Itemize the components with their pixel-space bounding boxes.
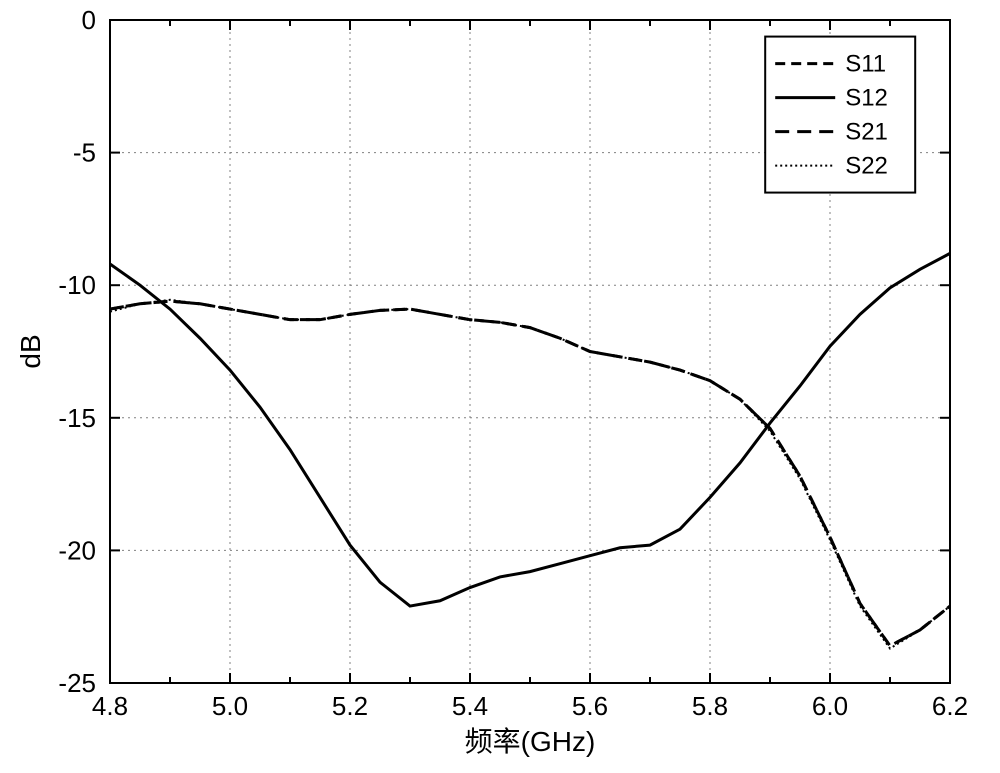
legend-box (765, 37, 915, 193)
x-axis-label: 频率(GHz) (465, 726, 596, 757)
xtick-label: 5.4 (452, 691, 488, 721)
legend-label: S22 (845, 153, 888, 180)
xtick-label: 6.0 (812, 691, 848, 721)
xtick-label: 6.2 (932, 691, 968, 721)
s-parameter-chart: 4.8 5.0 5.2 5.4 5.6 5.8 6.0 6.2 -25 -20 -15 -10 -5 0 频… (0, 0, 1000, 773)
ytick-label: -20 (58, 535, 96, 565)
ytick-label: -15 (58, 403, 96, 433)
ytick-label: -5 (73, 138, 96, 168)
xtick-label: 5.2 (332, 691, 368, 721)
legend: S11 S12 S21 S22 (765, 37, 915, 193)
y-axis-label: dB (15, 334, 46, 368)
xtick-label: 5.6 (572, 691, 608, 721)
chart-container: 4.8 5.0 5.2 5.4 5.6 5.8 6.0 6.2 -25 -20 -15 -10 -5 0 频… (0, 0, 1000, 773)
legend-label: S11 (845, 51, 886, 78)
legend-label: S12 (845, 85, 888, 112)
xtick-label: 5.8 (692, 691, 728, 721)
ytick-label: -25 (58, 668, 96, 698)
xtick-label: 5.0 (212, 691, 248, 721)
legend-label: S21 (845, 119, 888, 146)
ytick-label: -10 (58, 270, 96, 300)
ytick-label: 0 (82, 5, 96, 35)
xtick-label: 4.8 (92, 691, 128, 721)
